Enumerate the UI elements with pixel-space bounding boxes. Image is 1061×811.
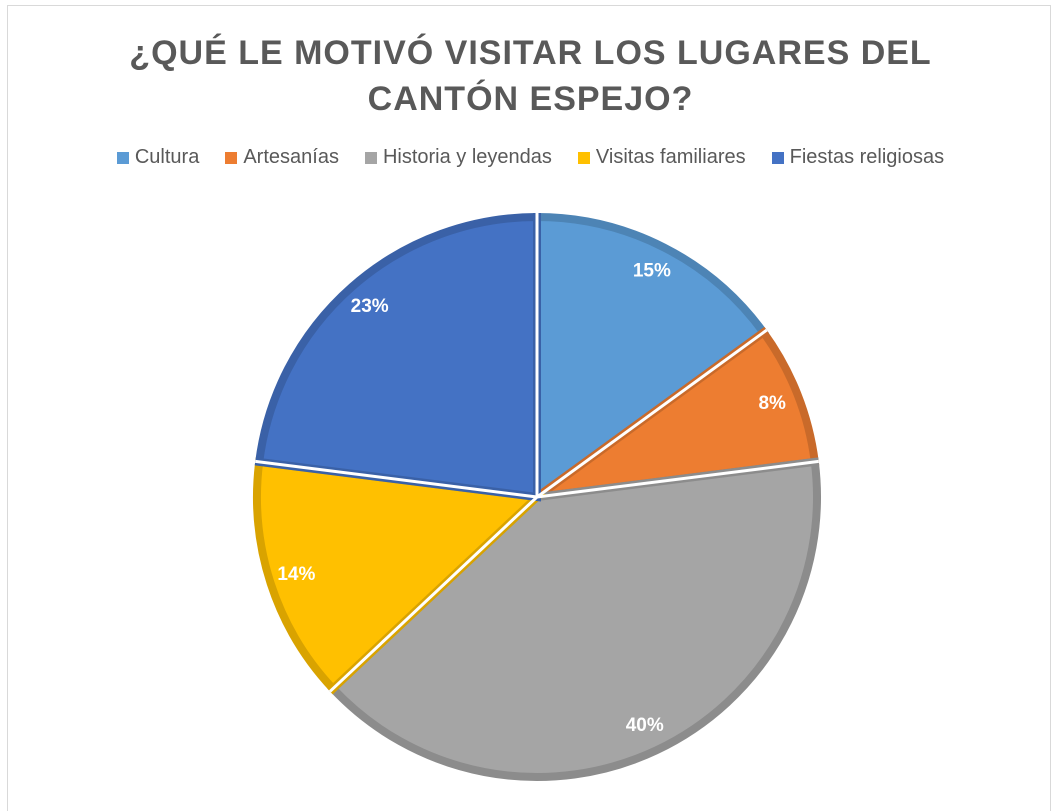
data-label: 23% bbox=[351, 296, 389, 317]
title-wrap: ¿QUÉ LE MOTIVÓ VISITAR LOS LUGARES DEL C… bbox=[0, 30, 1061, 122]
legend-item: Cultura bbox=[116, 146, 200, 169]
slice-separator bbox=[255, 459, 538, 499]
legend: Cultura Artesanías Historia y leyendas Visi… bbox=[0, 146, 1061, 169]
legend-label: Visitas familiares bbox=[595, 146, 746, 168]
legend-item: Historia y leyendas bbox=[364, 146, 552, 169]
legend-swatch bbox=[225, 151, 238, 164]
chart-title: ¿QUÉ LE MOTIVÓ VISITAR LOS LUGARES DEL C… bbox=[129, 34, 932, 118]
legend-swatch bbox=[364, 151, 377, 164]
legend-item: Fiestas religiosas bbox=[771, 146, 945, 169]
legend-item: Artesanías bbox=[225, 146, 339, 169]
data-label: 14% bbox=[277, 564, 315, 585]
slice-separator bbox=[536, 328, 768, 499]
legend-label: Artesanías bbox=[243, 146, 339, 168]
legend-label: Cultura bbox=[134, 146, 200, 168]
slice-separator bbox=[328, 495, 539, 693]
slice-separator bbox=[536, 459, 819, 499]
data-label: 15% bbox=[633, 261, 671, 282]
pie-slice bbox=[254, 212, 541, 502]
legend-label: Historia y leyendas bbox=[382, 146, 552, 168]
pie-slice bbox=[253, 457, 546, 695]
pie-slice bbox=[327, 457, 821, 781]
legend-swatch bbox=[577, 151, 590, 164]
legend-label: Fiestas religiosas bbox=[789, 146, 945, 168]
pie-slice bbox=[533, 212, 770, 505]
data-label: 8% bbox=[758, 393, 786, 414]
legend-swatch bbox=[116, 151, 129, 164]
legend-item: Visitas familiares bbox=[577, 146, 746, 169]
data-label: 40% bbox=[626, 715, 664, 736]
legend-swatch bbox=[771, 151, 784, 164]
pie-slice bbox=[534, 326, 820, 501]
chart-frame bbox=[7, 5, 1051, 811]
